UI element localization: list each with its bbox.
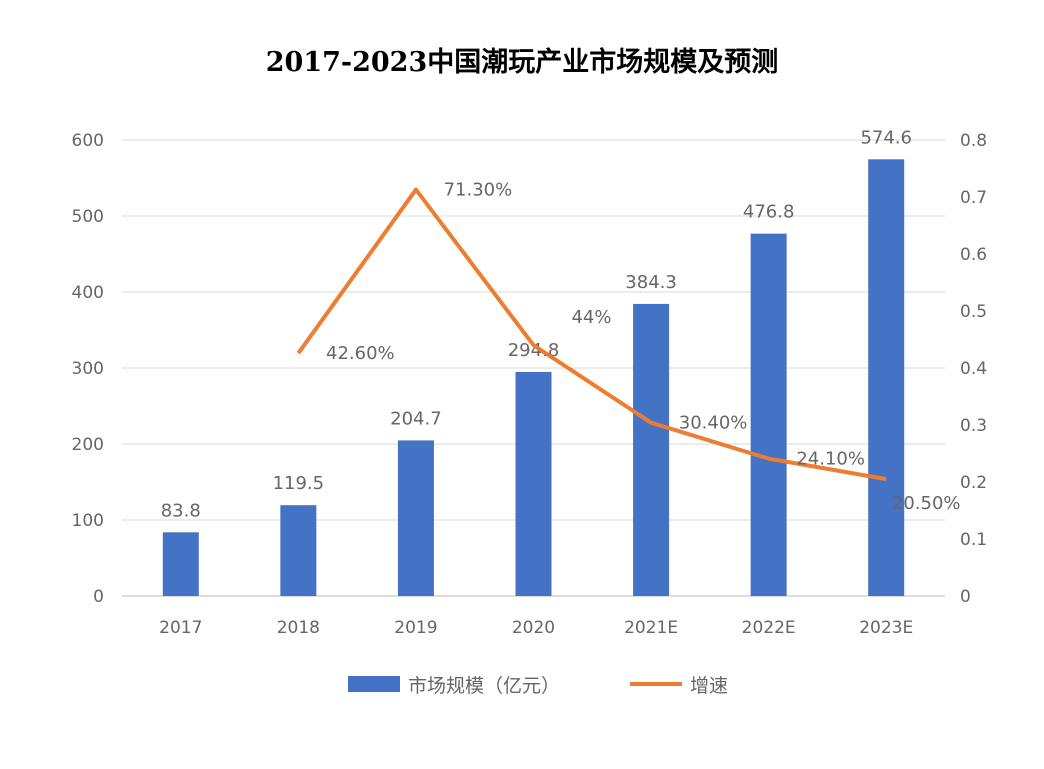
y-tick-label: 0 [93,587,104,607]
y-tick-label: 100 [72,511,104,531]
bar-value-label: 476.8 [743,202,795,223]
x-tick-label: 2023E [859,618,913,638]
y2-tick-label: 0.3 [960,416,987,436]
bar-value-label: 83.8 [161,500,201,521]
bar-value-label: 204.7 [390,408,442,429]
y2-tick-label: 0.1 [960,530,987,550]
legend-bar-label: 市场规模（亿元） [408,675,560,697]
y2-tick-label: 0 [960,587,971,607]
bar [397,440,434,596]
y2-tick-label: 0.8 [960,131,987,151]
bar [162,532,199,596]
y2-tick-label: 0.4 [960,359,987,379]
x-tick-label: 2021E [624,618,678,638]
y2-tick-label: 0.2 [960,473,987,493]
y-tick-label: 300 [72,359,104,379]
y2-tick-label: 0.6 [960,245,987,265]
y-tick-label: 500 [72,207,104,227]
bar [515,371,552,596]
x-tick-label: 2017 [159,618,202,638]
y2-tick-label: 0.5 [960,302,987,322]
bar [868,159,905,596]
growth-line [296,187,887,482]
line-value-label: 71.30% [444,180,513,201]
chart-title: 2017-2023中国潮玩产业市场规模及预测 [265,47,779,78]
bar [280,505,317,596]
bar [633,303,670,596]
y-tick-label: 400 [72,283,104,303]
y-tick-label: 600 [72,131,104,151]
line-value-label: 20.50% [892,493,961,514]
y2-tick-label: 0.7 [960,188,987,208]
legend-bar-swatch [348,676,400,692]
x-tick-label: 2020 [512,618,555,638]
line-value-label: 30.40% [679,413,748,434]
bar-value-label: 119.5 [273,473,325,494]
line-value-label: 24.10% [796,449,865,470]
legend-line-label: 增速 [690,675,728,697]
x-tick-label: 2018 [277,618,320,638]
bar [750,233,787,596]
x-tick-label: 2022E [742,618,796,638]
line-value-label: 44% [571,307,611,328]
x-tick-label: 2019 [394,618,437,638]
y-tick-label: 200 [72,435,104,455]
bar-value-label: 384.3 [625,272,677,293]
line-value-label: 42.60% [326,343,395,364]
bar-value-label: 574.6 [860,127,912,148]
